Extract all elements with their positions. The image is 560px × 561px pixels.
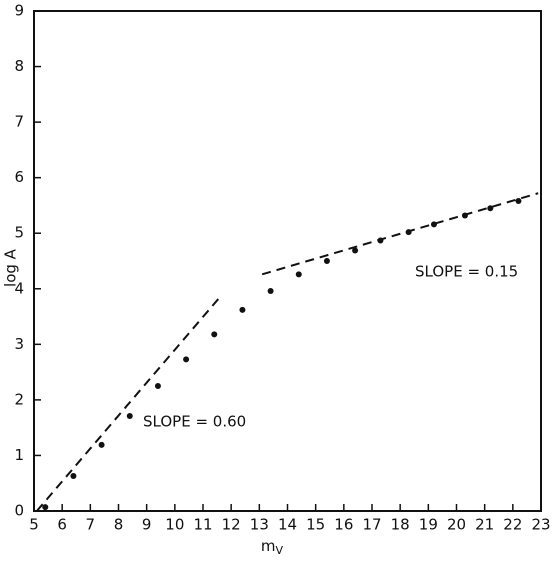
y-tick-label: 5 [14,224,24,242]
y-axis-label: log A [2,248,20,287]
slope-annotation: SLOPE = 0.15 [415,263,518,281]
x-tick-label: 13 [250,516,269,534]
y-tick-label: 3 [14,335,24,353]
x-tick-label: 7 [86,516,96,534]
fit-line [261,192,539,276]
x-tick-label: 9 [142,516,152,534]
y-tick-label: 2 [14,390,24,408]
data-point [154,383,161,389]
x-label-sub: V [276,544,284,557]
data-point [405,229,412,236]
x-tick-label: 16 [334,516,353,534]
data-point [487,205,494,212]
data-point [461,212,468,219]
x-tick-label: 17 [362,516,381,534]
x-tick-label: 21 [475,516,494,534]
data-point [515,198,522,204]
x-axis-label: mV [261,537,284,558]
x-tick-label: 6 [57,516,67,534]
x-tick-label: 18 [391,516,410,534]
data-point [430,221,437,228]
x-tick-label: 10 [165,516,184,534]
data-point [239,306,246,313]
x-tick-label: 8 [114,516,124,534]
x-tick-label: 11 [193,516,212,534]
data-point [295,271,302,278]
data-point [183,356,190,363]
data-point [352,247,359,254]
data-point [70,473,77,479]
slope-annotation: SLOPE = 0.60 [143,413,246,431]
data-point [377,237,384,244]
x-tick-label: 15 [306,516,325,534]
data-point [211,331,218,338]
data-point [98,441,105,448]
data-point [323,258,330,264]
y-tick-label: 7 [14,113,24,131]
x-label-main: m [261,537,276,555]
data-point [267,288,274,294]
x-tick-label: 19 [419,516,438,534]
x-tick-label: 14 [278,516,297,534]
data-point [42,504,49,511]
fit-line [36,296,221,512]
data-point [126,413,133,419]
y-tick-label: 8 [14,57,24,75]
y-tick-label: 4 [14,279,24,297]
plot-frame [33,10,542,512]
y-tick-label: 0 [14,502,24,520]
x-tick-label: 12 [222,516,241,534]
y-tick-label: 6 [14,168,24,186]
x-tick-label: 23 [531,516,550,534]
y-tick-label: 1 [14,446,24,464]
y-tick-label: 9 [14,2,24,20]
x-tick-label: 5 [29,516,39,534]
x-tick-label: 20 [447,516,466,534]
x-tick-label: 22 [503,516,522,534]
